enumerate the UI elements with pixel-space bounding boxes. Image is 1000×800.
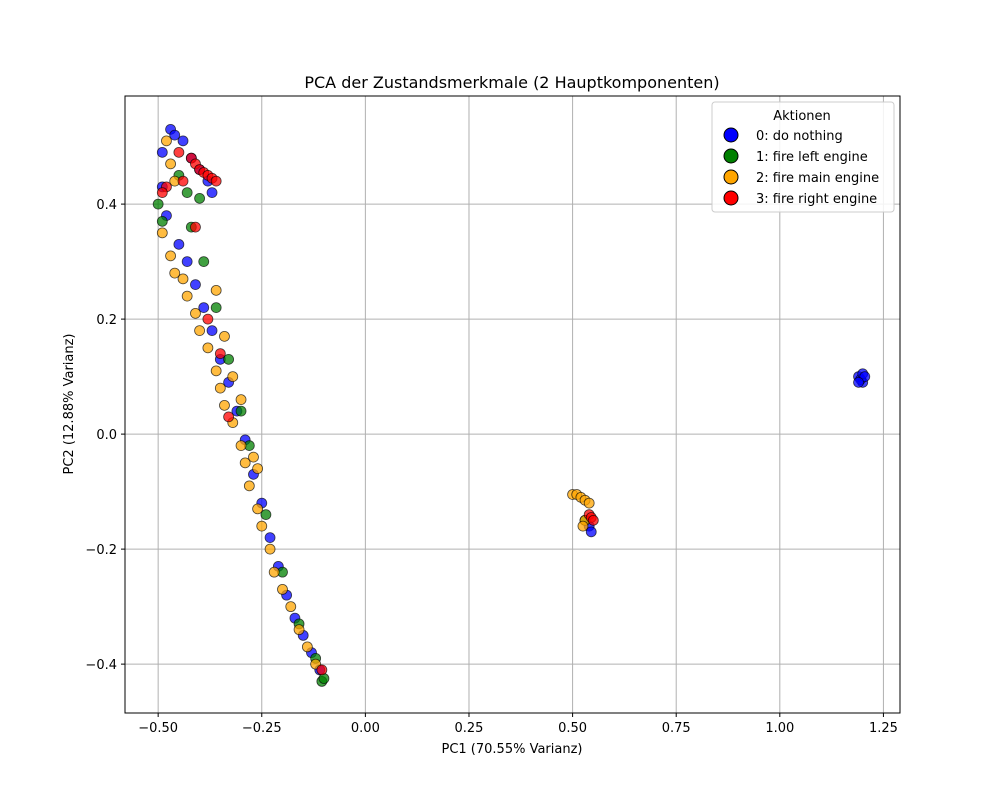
scatter-point [264, 543, 276, 555]
scatter-point [181, 256, 193, 268]
scatter-point [198, 256, 210, 268]
scatter-point [169, 129, 181, 141]
scatter-point [181, 290, 193, 302]
scatter-point [219, 399, 230, 411]
scatter-point [210, 365, 222, 377]
y-tick-label: 0.0 [96, 428, 117, 443]
y-tick-label: 0.2 [96, 313, 117, 328]
scatter-point [190, 279, 201, 291]
scatter-point [235, 440, 247, 452]
y-axis-ticks: −0.4 −0.2 0.0 0.2 0.4 [85, 198, 125, 673]
scatter-point [239, 457, 251, 469]
x-tick-label: 0.75 [662, 721, 691, 736]
x-tick-label: 0.50 [558, 721, 587, 736]
scatter-point [243, 480, 255, 492]
scatter-point [853, 376, 864, 388]
scatter-point [214, 382, 226, 394]
scatter-point [194, 325, 205, 337]
x-tick-label: 1.25 [869, 721, 898, 736]
scatter-point [585, 526, 597, 538]
scatter-point [177, 175, 189, 187]
scatter-point [194, 192, 205, 204]
scatter-point [156, 215, 168, 227]
scatter-point [235, 394, 247, 406]
scatter-point [227, 371, 239, 383]
scatter-point [156, 187, 168, 199]
scatter-point [214, 348, 226, 360]
scatter-point [301, 641, 313, 653]
scatter-point [252, 463, 264, 475]
legend-marker [723, 148, 739, 164]
scatter-point [293, 624, 305, 636]
y-tick-label: −0.2 [85, 543, 117, 558]
scatter-point [206, 325, 218, 337]
legend-entry-label: 1: fire left engine [756, 150, 868, 165]
x-axis-label: PC1 (70.55% Varianz) [441, 742, 582, 757]
y-tick-label: −0.4 [85, 658, 117, 673]
y-tick-label: 0.4 [96, 198, 117, 213]
plot-frame [124, 95, 901, 714]
scatter-point [219, 330, 230, 342]
scatter-point [277, 583, 288, 595]
scatter-point [161, 135, 172, 147]
legend-box [711, 101, 895, 213]
scatter-point [260, 509, 272, 521]
scatter-points [152, 123, 871, 687]
scatter-point [235, 405, 247, 417]
scatter-point [190, 221, 201, 233]
scatter-point [252, 503, 264, 515]
scatter-point [577, 520, 589, 532]
legend-marker [723, 127, 739, 143]
scatter-point [169, 267, 181, 279]
x-tick-label: 1.00 [765, 721, 794, 736]
x-tick-label: −0.50 [138, 721, 178, 736]
x-tick-label: 0.25 [455, 721, 484, 736]
legend-entry-label: 3: fire right engine [756, 192, 877, 207]
scatter-point [210, 175, 222, 187]
scatter-point [177, 135, 189, 147]
scatter-point [202, 342, 214, 354]
scatter-point [190, 307, 201, 319]
legend-marker [723, 169, 739, 185]
legend-entry-label: 0: do nothing [756, 129, 843, 144]
scatter-point [177, 273, 189, 285]
x-axis-ticks: −0.50 −0.25 0.00 0.25 0.50 0.75 1.00 1.25 [138, 713, 898, 736]
scatter-point [165, 158, 176, 170]
scatter-point [285, 601, 297, 613]
x-tick-label: −0.25 [242, 721, 282, 736]
legend-entry-label: 2: fire main engine [756, 171, 879, 186]
legend-marker [723, 190, 739, 206]
scatter-point [156, 146, 168, 158]
scatter-point [181, 187, 193, 199]
scatter-point [587, 514, 599, 526]
scatter-point [173, 146, 185, 158]
y-axis-label: PC2 (12.88% Varianz) [62, 333, 77, 474]
scatter-point [156, 227, 168, 239]
scatter-point [206, 187, 218, 199]
scatter-point [256, 520, 268, 532]
scatter-point [264, 532, 276, 544]
scatter-point [268, 566, 280, 578]
scatter-point [152, 198, 164, 210]
chart-title: PCA der Zustandsmerkmale (2 Hauptkompone… [304, 73, 719, 92]
scatter-point [583, 497, 595, 509]
scatter-point [316, 664, 328, 676]
legend: Aktionen 0: do nothing 1: fire left engin… [711, 101, 895, 213]
scatter-point [223, 411, 235, 423]
scatter-point [210, 302, 222, 314]
scatter-point [248, 451, 259, 463]
series-3 [156, 146, 599, 676]
legend-title: Aktionen [773, 109, 831, 124]
scatter-point [173, 238, 185, 250]
scatter-point [198, 302, 210, 314]
scatter-point [210, 284, 222, 296]
scatter-point [165, 250, 176, 262]
x-tick-label: 0.00 [351, 721, 380, 736]
scatter-point [202, 313, 214, 325]
scatter-point [223, 353, 235, 365]
